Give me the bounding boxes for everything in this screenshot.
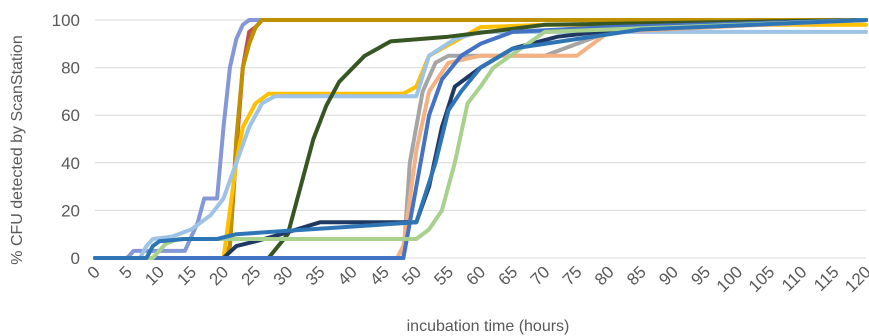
x-axis-label: incubation time (hours) bbox=[407, 318, 570, 335]
x-tick-label-55: 55 bbox=[430, 262, 457, 289]
y-tick-labels: 0 20 40 60 80 100 bbox=[52, 11, 80, 268]
x-tick-labels: 0 5 10 15 20 25 30 35 40 45 50 55 60 65 70 75 80 85 90 9510… bbox=[84, 262, 869, 295]
y-tick-label-20: 20 bbox=[61, 201, 80, 220]
series-lines bbox=[93, 18, 868, 260]
y-tick-label-80: 80 bbox=[61, 59, 80, 78]
series-line-8 bbox=[93, 18, 868, 260]
x-tick-label-60: 60 bbox=[463, 262, 490, 289]
y-tick-label-0: 0 bbox=[71, 249, 80, 268]
y-tick-label-60: 60 bbox=[61, 106, 80, 125]
x-tick-label-45: 45 bbox=[366, 262, 393, 289]
series-line-5 bbox=[93, 29, 868, 260]
x-tick-label-20: 20 bbox=[206, 262, 233, 289]
y-tick-label-40: 40 bbox=[61, 154, 80, 173]
x-tick-label-25: 25 bbox=[238, 262, 265, 289]
y-axis-label: % CFU detected by ScanStation bbox=[9, 35, 26, 264]
x-tick-label-30: 30 bbox=[270, 262, 297, 289]
x-tick-label-40: 40 bbox=[334, 262, 361, 289]
x-tick-label-15: 15 bbox=[173, 262, 200, 289]
x-tick-label-70: 70 bbox=[527, 262, 554, 289]
x-tick-label-35: 35 bbox=[302, 262, 329, 289]
series-line-11 bbox=[93, 18, 868, 260]
x-tick-label-100: 100 bbox=[713, 262, 746, 295]
y-tick-label-100: 100 bbox=[52, 11, 80, 30]
x-tick-label-65: 65 bbox=[495, 262, 522, 289]
x-tick-label-50: 50 bbox=[398, 262, 425, 289]
x-tick-label-75: 75 bbox=[559, 262, 586, 289]
x-tick-label-95: 95 bbox=[687, 262, 714, 289]
series-line-12 bbox=[93, 18, 868, 260]
x-tick-label-10: 10 bbox=[141, 262, 168, 289]
x-tick-label-5: 5 bbox=[116, 262, 136, 282]
x-tick-label-85: 85 bbox=[623, 262, 650, 289]
x-tick-label-90: 90 bbox=[655, 262, 682, 289]
x-tick-label-120: 120 bbox=[841, 262, 869, 295]
x-tick-label-80: 80 bbox=[591, 262, 618, 289]
x-tick-label-110: 110 bbox=[778, 262, 811, 295]
x-tick-label-0: 0 bbox=[84, 262, 104, 282]
series-line-1 bbox=[93, 18, 868, 260]
series-line-4 bbox=[93, 22, 868, 260]
x-tick-label-105: 105 bbox=[745, 262, 778, 295]
x-tick-label-115: 115 bbox=[810, 262, 843, 295]
